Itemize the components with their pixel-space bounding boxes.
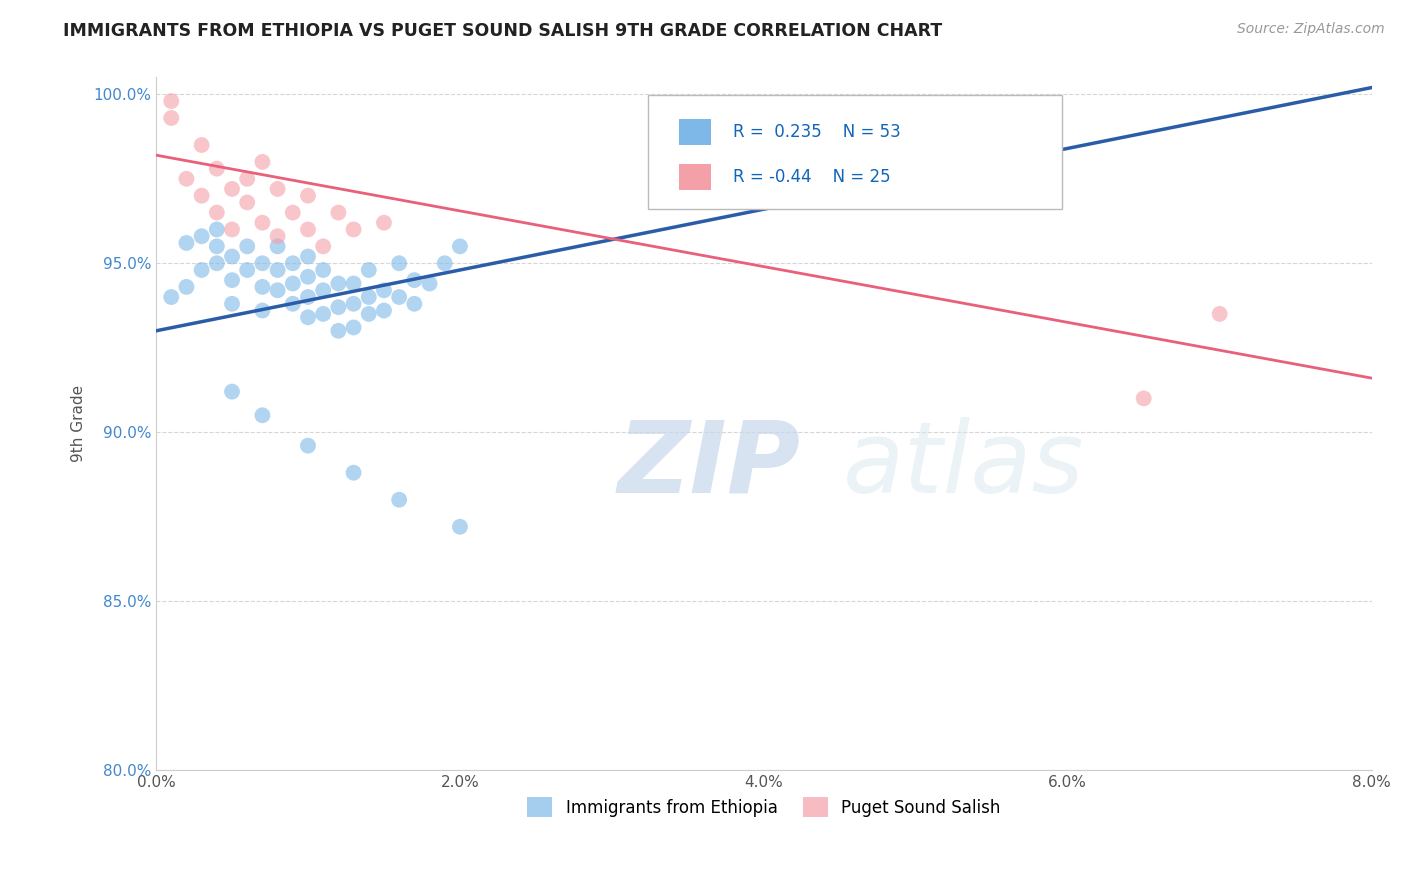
Point [190, 138, 212, 153]
FancyBboxPatch shape [648, 95, 1062, 209]
Point [297, 250, 319, 264]
FancyBboxPatch shape [679, 164, 711, 190]
FancyBboxPatch shape [679, 119, 711, 145]
Text: R = -0.44    N = 25: R = -0.44 N = 25 [734, 168, 891, 186]
Point [221, 222, 243, 236]
Point [236, 171, 259, 186]
Point [297, 290, 319, 304]
Text: IMMIGRANTS FROM ETHIOPIA VS PUGET SOUND SALISH 9TH GRADE CORRELATION CHART: IMMIGRANTS FROM ETHIOPIA VS PUGET SOUND … [63, 22, 942, 40]
Point [252, 216, 274, 230]
Point [328, 324, 350, 338]
Point [357, 290, 380, 304]
Point [373, 216, 395, 230]
Point [221, 273, 243, 287]
Point [342, 466, 364, 480]
Point [281, 256, 304, 270]
Point [221, 384, 243, 399]
Point [388, 492, 411, 507]
Point [266, 239, 288, 253]
Point [205, 256, 228, 270]
Point [388, 256, 411, 270]
Point [281, 297, 304, 311]
Point [205, 239, 228, 253]
Legend: Immigrants from Ethiopia, Puget Sound Salish: Immigrants from Ethiopia, Puget Sound Sa… [520, 790, 1007, 824]
Point [176, 171, 198, 186]
Point [312, 283, 335, 297]
Point [312, 239, 335, 253]
Point [297, 439, 319, 453]
Text: ZIP: ZIP [619, 417, 801, 514]
Point [252, 155, 274, 169]
Point [297, 310, 319, 325]
Point [221, 297, 243, 311]
Point [404, 273, 426, 287]
Y-axis label: 9th Grade: 9th Grade [72, 385, 86, 462]
Point [252, 256, 274, 270]
Point [342, 222, 364, 236]
Point [449, 239, 471, 253]
Point [1132, 392, 1154, 406]
Point [328, 277, 350, 291]
Point [373, 283, 395, 297]
Point [266, 182, 288, 196]
Point [373, 303, 395, 318]
Point [328, 300, 350, 314]
Point [388, 290, 411, 304]
Point [221, 250, 243, 264]
Point [252, 409, 274, 423]
Point [281, 205, 304, 219]
Point [281, 277, 304, 291]
Point [342, 277, 364, 291]
Point [205, 222, 228, 236]
Point [297, 222, 319, 236]
Point [160, 111, 183, 125]
Point [357, 263, 380, 277]
Text: R =  0.235    N = 53: R = 0.235 N = 53 [734, 123, 901, 141]
Point [342, 320, 364, 334]
Point [221, 182, 243, 196]
Text: Source: ZipAtlas.com: Source: ZipAtlas.com [1237, 22, 1385, 37]
Point [266, 283, 288, 297]
Point [342, 297, 364, 311]
Point [266, 263, 288, 277]
Point [176, 235, 198, 250]
Point [205, 205, 228, 219]
Point [160, 290, 183, 304]
Point [357, 307, 380, 321]
Point [1208, 307, 1230, 321]
Point [190, 188, 212, 202]
Point [236, 195, 259, 210]
Point [449, 520, 471, 534]
Point [404, 297, 426, 311]
Point [205, 161, 228, 176]
Point [176, 280, 198, 294]
Point [190, 263, 212, 277]
Point [190, 229, 212, 244]
Point [252, 303, 274, 318]
Text: atlas: atlas [842, 417, 1084, 514]
Point [236, 239, 259, 253]
Point [980, 182, 1002, 196]
Point [419, 277, 441, 291]
Point [328, 205, 350, 219]
Point [252, 280, 274, 294]
Point [297, 188, 319, 202]
Point [297, 269, 319, 284]
Point [266, 229, 288, 244]
Point [160, 94, 183, 108]
Point [433, 256, 456, 270]
Point [312, 263, 335, 277]
Point [312, 307, 335, 321]
Point [236, 263, 259, 277]
